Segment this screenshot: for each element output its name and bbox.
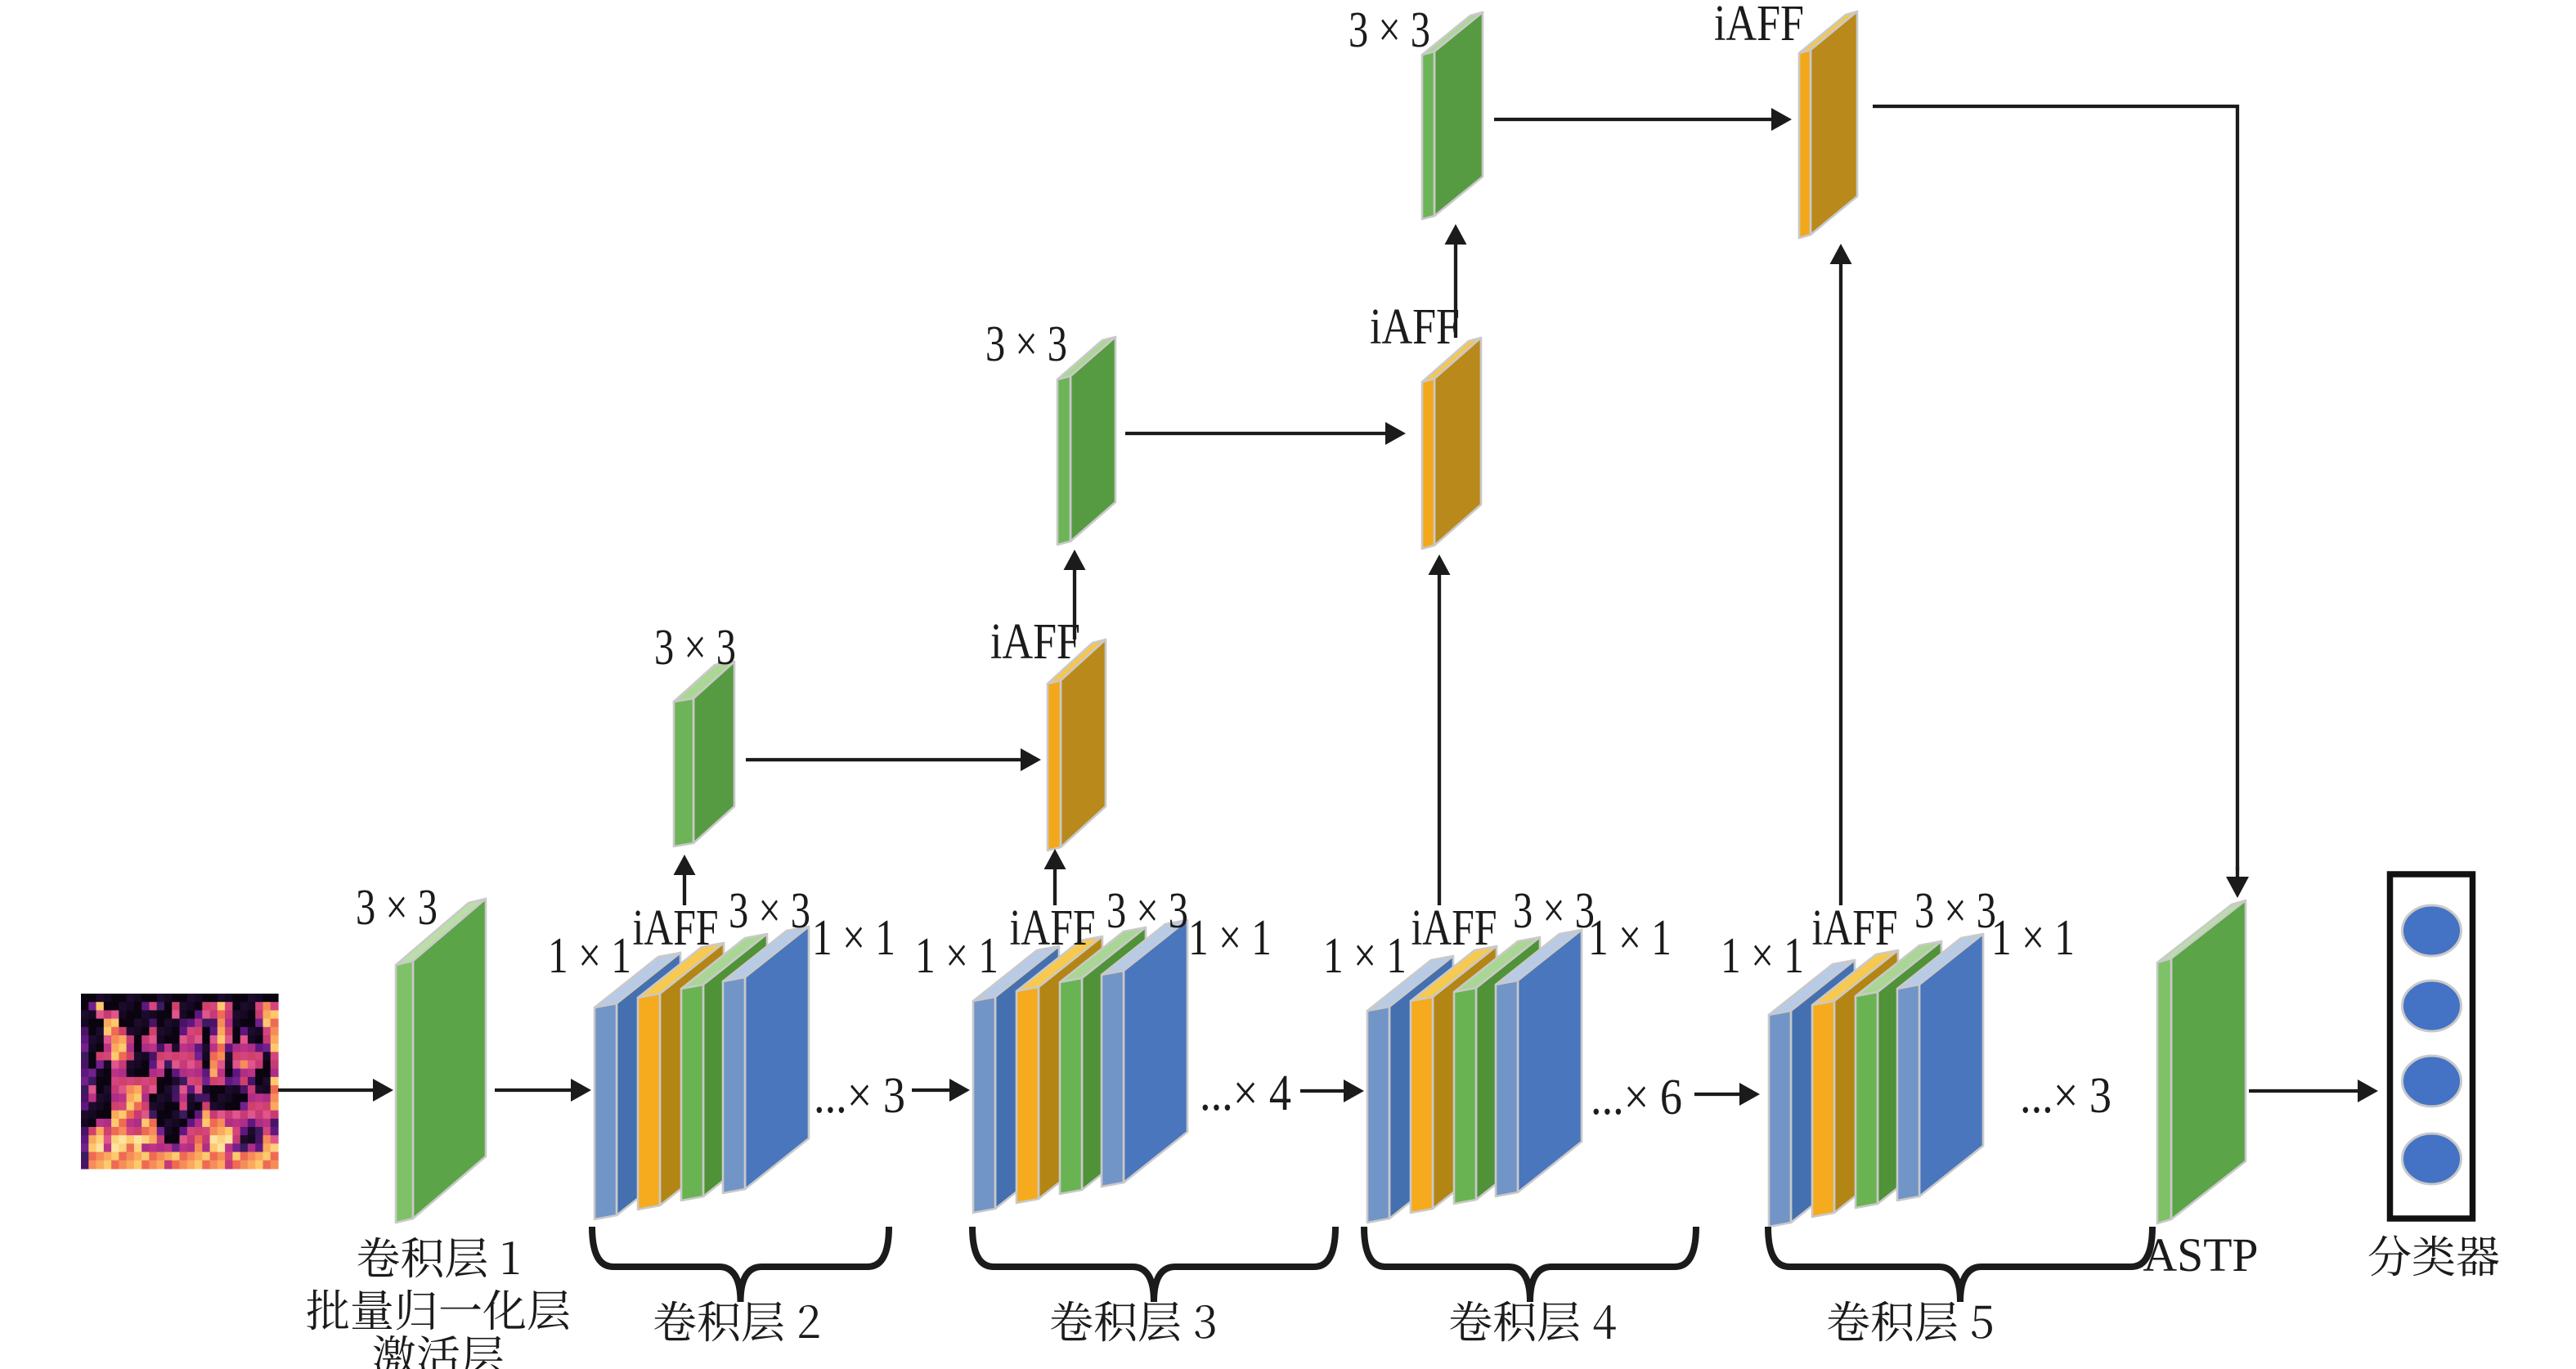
svg-text:ASTP: ASTP	[2143, 1228, 2259, 1281]
svg-text:1 × 1: 1 × 1	[812, 910, 895, 966]
svg-text:3 × 3: 3 × 3	[729, 883, 810, 939]
svg-text:iAFF: iAFF	[1370, 299, 1460, 355]
svg-text:...× 3: ...× 3	[814, 1068, 905, 1124]
svg-text:3 × 3: 3 × 3	[1914, 883, 1996, 939]
svg-text:1 × 1: 1 × 1	[1323, 928, 1407, 984]
svg-text:3 × 3: 3 × 3	[1349, 2, 1430, 58]
svg-text:...× 3: ...× 3	[2020, 1068, 2112, 1124]
svg-text:iAFF: iAFF	[1812, 900, 1898, 956]
svg-text:3 × 3: 3 × 3	[356, 880, 438, 936]
svg-text:iAFF: iAFF	[1010, 900, 1096, 956]
svg-text:iAFF: iAFF	[1411, 900, 1497, 956]
svg-text:3 × 3: 3 × 3	[1106, 883, 1188, 939]
svg-text:3 × 3: 3 × 3	[985, 316, 1067, 372]
svg-text:1 × 1: 1 × 1	[1588, 910, 1672, 966]
svg-text:iAFF: iAFF	[990, 614, 1080, 670]
svg-text:1 × 1: 1 × 1	[1721, 928, 1804, 984]
svg-text:iAFF: iAFF	[1714, 0, 1804, 52]
svg-text:1 × 1: 1 × 1	[548, 928, 631, 984]
svg-text:3 × 3: 3 × 3	[1513, 883, 1595, 939]
svg-text:3 × 3: 3 × 3	[654, 620, 736, 676]
svg-text:...× 4: ...× 4	[1200, 1066, 1291, 1121]
svg-text:1 × 1: 1 × 1	[1188, 910, 1272, 966]
svg-text:1 × 1: 1 × 1	[915, 928, 999, 984]
svg-text:1 × 1: 1 × 1	[1991, 910, 2075, 966]
svg-text:iAFF: iAFF	[633, 900, 719, 956]
svg-text:...× 6: ...× 6	[1591, 1070, 1682, 1125]
